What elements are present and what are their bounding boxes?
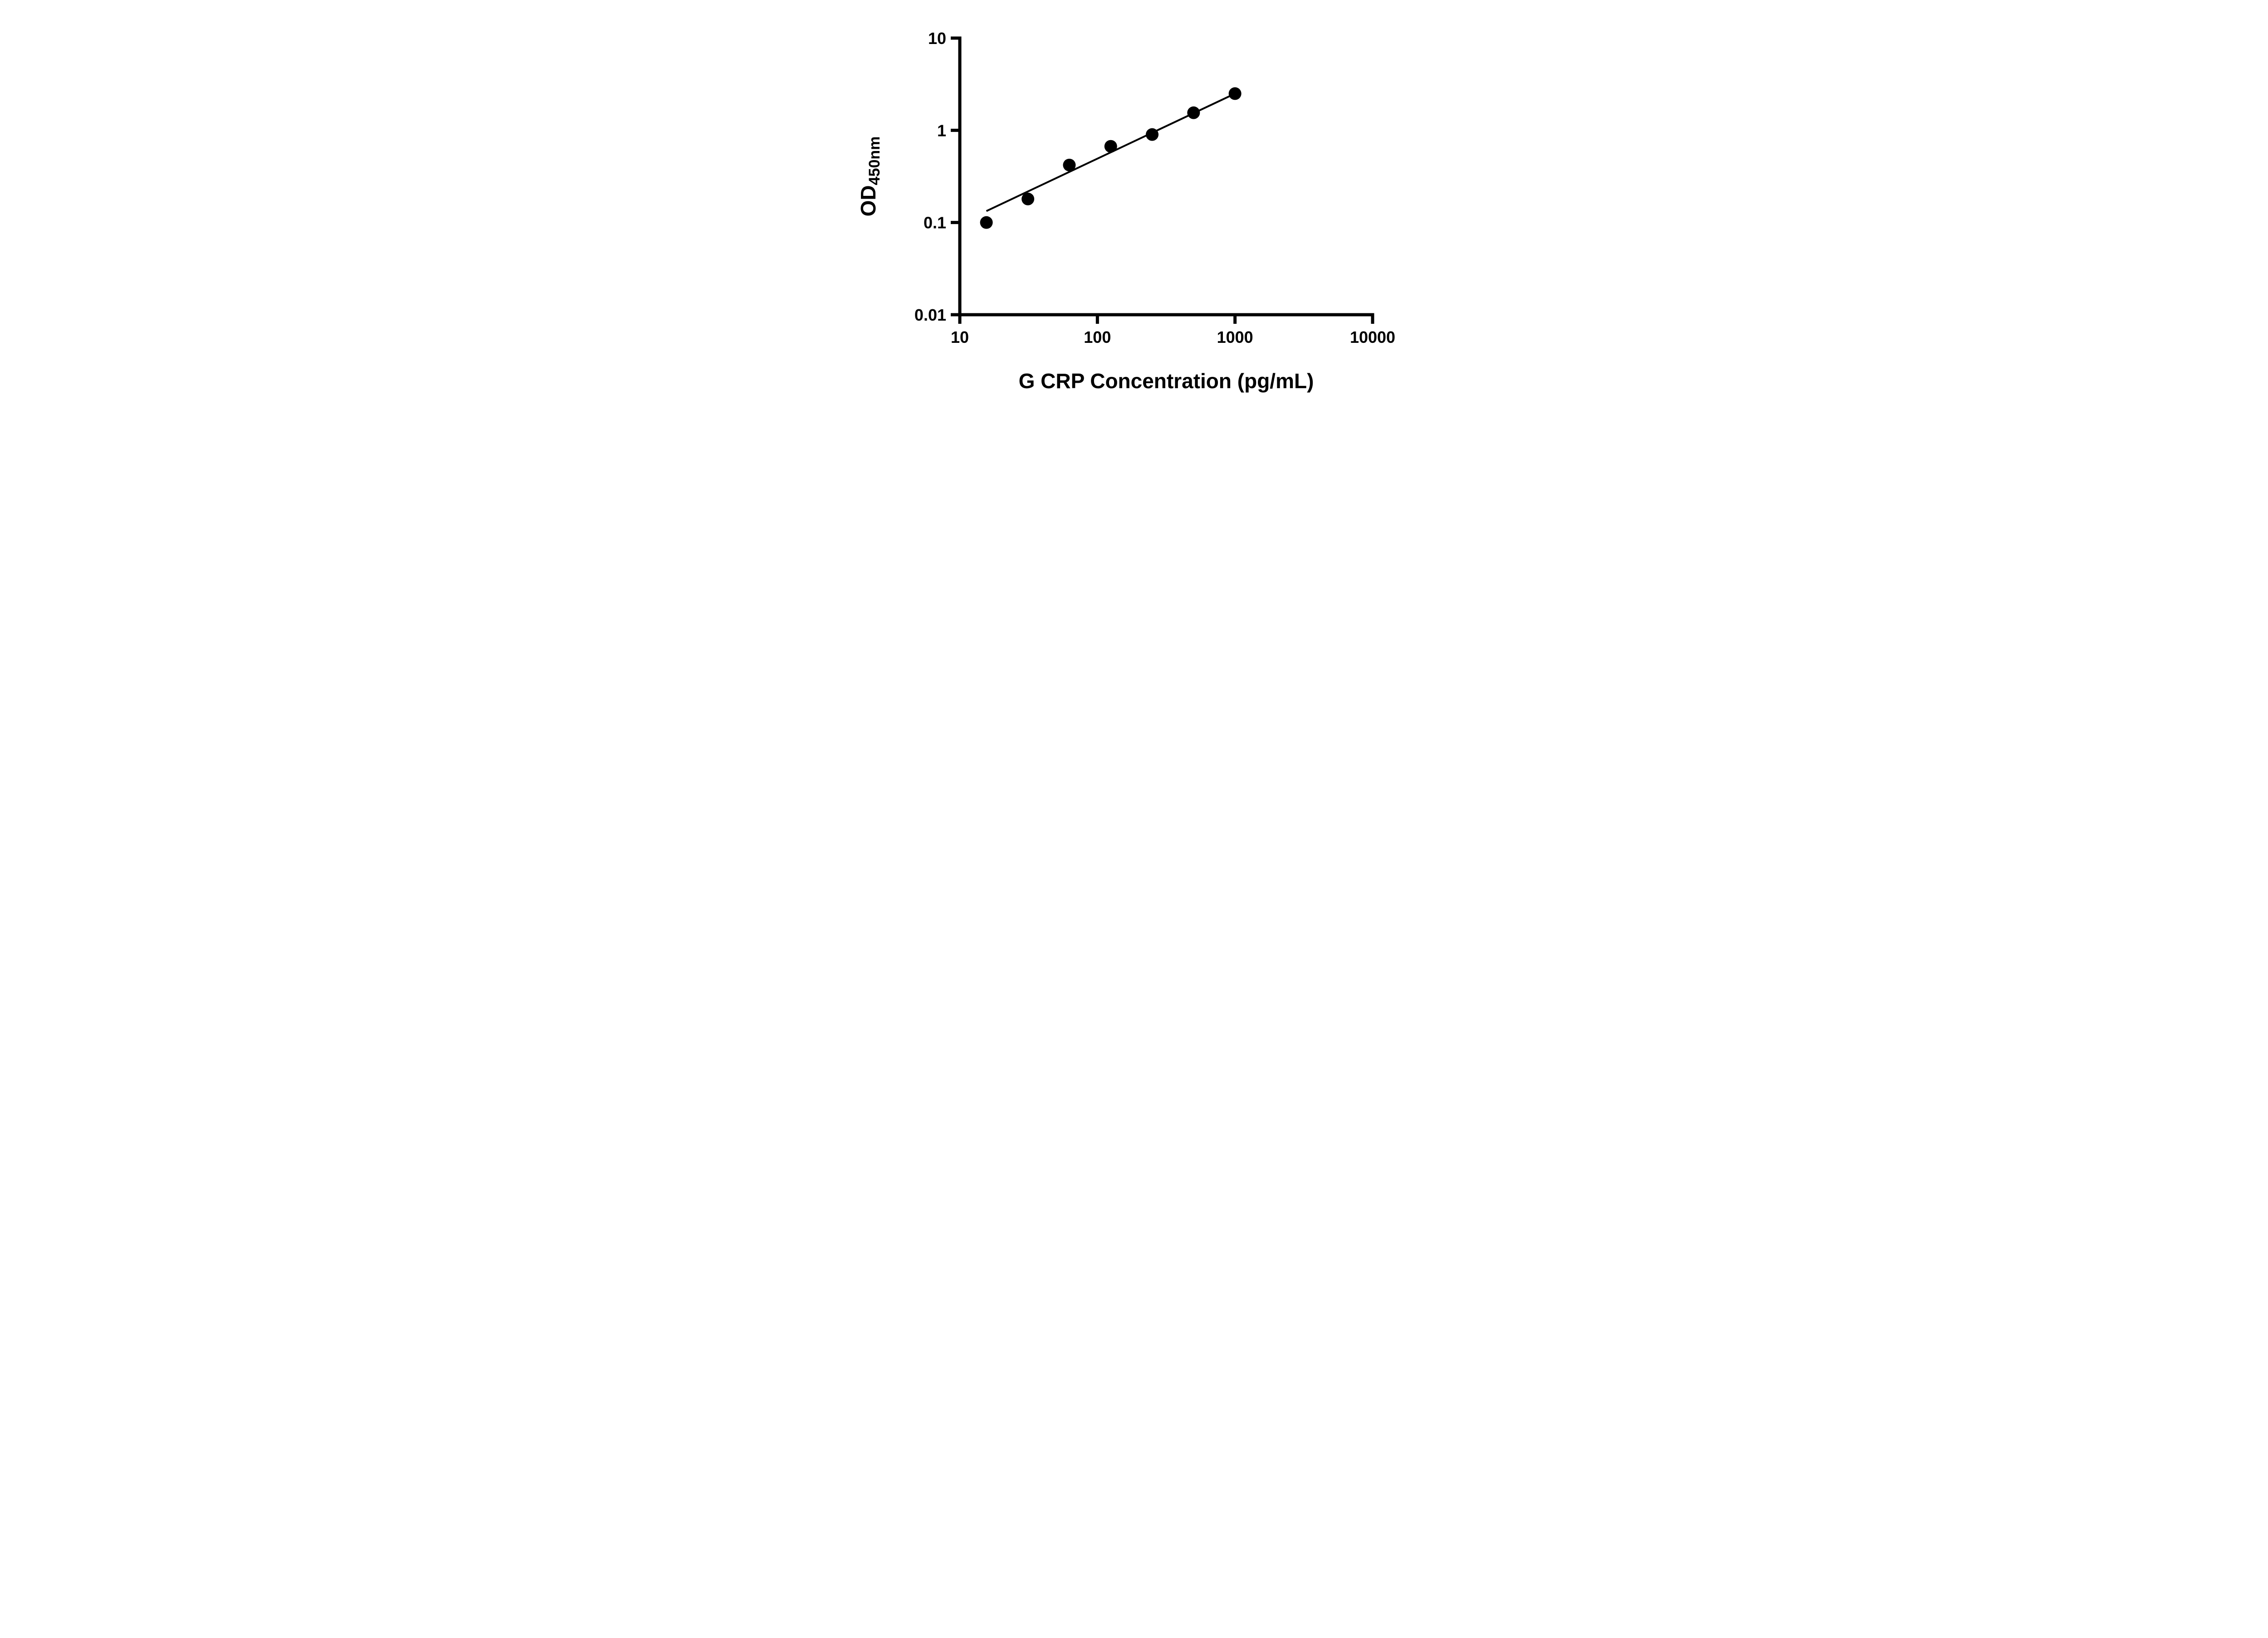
- data-point: [1146, 128, 1159, 141]
- axes-layer: 10 100 1000 10000 0.01 0.1 1 10: [914, 29, 1395, 346]
- chart-page: 10 100 1000 10000 0.01 0.1 1 10 G CRP Concentra…: [842, 0, 1426, 410]
- y-axis-title-main: OD: [856, 185, 880, 216]
- y-axis-title-subscript: 450nm: [866, 136, 883, 185]
- y-tick-label: 0.01: [914, 306, 946, 324]
- points-layer: [980, 87, 1242, 229]
- x-axis-title: G CRP Concentration (pg/mL): [1019, 369, 1314, 393]
- data-point: [1187, 106, 1200, 119]
- data-point: [980, 216, 993, 229]
- y-tick-label: 1: [937, 121, 946, 140]
- y-tick-label: 0.1: [924, 214, 946, 232]
- axis-spine: [958, 36, 1374, 317]
- data-point: [1063, 158, 1076, 171]
- y-tick-label: 10: [928, 29, 946, 48]
- data-point: [1022, 192, 1035, 205]
- x-tick-label: 100: [1084, 328, 1111, 346]
- x-tick-label: 1000: [1217, 328, 1253, 346]
- standard-curve-chart: 10 100 1000 10000 0.01 0.1 1 10 G CRP Concentra…: [856, 29, 1395, 393]
- x-tick-label: 10: [951, 328, 969, 346]
- x-tick-label: 10000: [1350, 328, 1395, 346]
- data-point: [1228, 87, 1242, 100]
- y-axis-title: OD450nm: [856, 136, 883, 217]
- data-point: [1104, 140, 1117, 153]
